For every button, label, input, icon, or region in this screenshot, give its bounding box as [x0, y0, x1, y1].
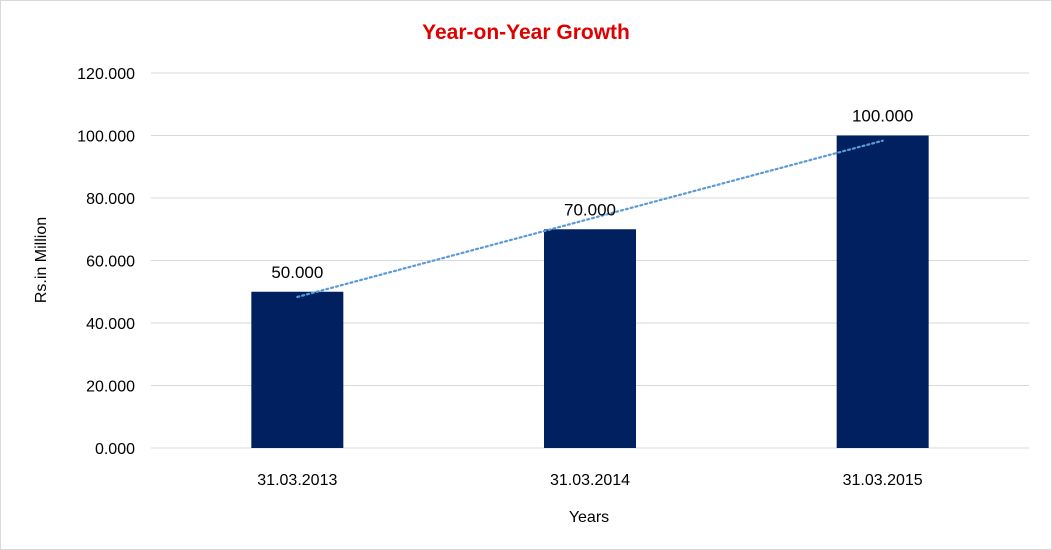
- trendline-layer: [296, 139, 884, 299]
- y-axis-title: Rs.in Million: [33, 217, 50, 303]
- data-label: 100.000: [852, 107, 913, 126]
- x-tick-label: 31.03.2014: [550, 472, 630, 489]
- data-labels: 50.000 70.000 100.000: [271, 107, 913, 282]
- y-tick-label: 80.000: [86, 191, 135, 208]
- trendline: [296, 139, 884, 299]
- data-label: 70.000: [564, 200, 616, 219]
- chart-title: Year-on-Year Growth: [422, 21, 630, 44]
- x-tick-label: 31.03.2013: [257, 472, 337, 489]
- x-axis-title: Years: [569, 509, 609, 526]
- y-tick-label: 40.000: [86, 316, 135, 333]
- bar: [251, 291, 344, 448]
- y-axis-ticks: 0.000 20.000 40.000 60.000 80.000 100.000 120.…: [77, 66, 135, 458]
- y-tick-label: 120.000: [77, 66, 135, 83]
- y-tick-label: 20.000: [86, 379, 135, 396]
- bar: [836, 135, 929, 448]
- y-tick-label: 100.000: [77, 129, 135, 146]
- bar: [544, 229, 636, 448]
- bars: [251, 135, 929, 448]
- x-axis-ticks: 31.03.2013 31.03.2014 31.03.2015: [257, 472, 923, 489]
- y-tick-label: 0.000: [95, 441, 135, 458]
- x-tick-label: 31.03.2015: [843, 472, 923, 489]
- y-tick-label: 60.000: [86, 254, 135, 271]
- data-label: 50.000: [271, 263, 323, 282]
